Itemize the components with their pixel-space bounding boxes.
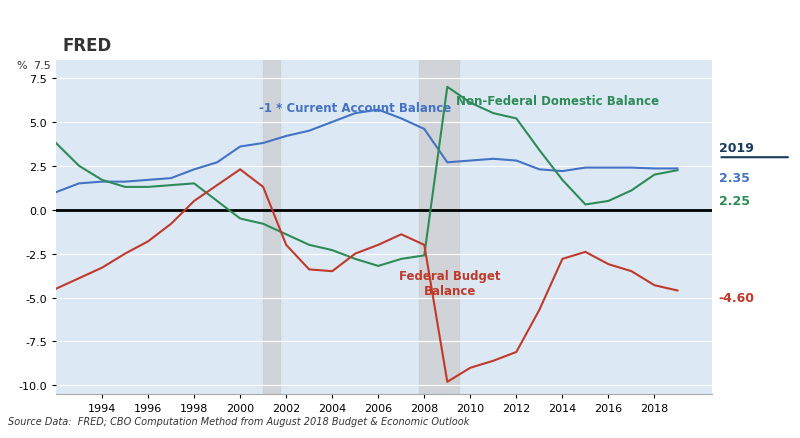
Text: Federal Budget
Balance: Federal Budget Balance [399, 269, 500, 297]
Text: %: % [17, 61, 27, 71]
Bar [418, 61, 459, 394]
Text: Non-Federal Domestic Balance: Non-Federal Domestic Balance [456, 95, 659, 108]
Text: 7.5: 7.5 [33, 61, 50, 71]
Text: Source Data:  FRED; CBO Computation Method from August 2018 Budget & Economic Ou: Source Data: FRED; CBO Computation Metho… [8, 416, 470, 426]
Text: -1 * Current Account Balance: -1 * Current Account Balance [259, 101, 452, 114]
Text: 2019: 2019 [718, 141, 754, 154]
Text: FRED: FRED [62, 37, 112, 55]
Text: 2.35: 2.35 [718, 171, 750, 184]
Bar [263, 61, 281, 394]
Text: 2.25: 2.25 [718, 194, 750, 208]
Text: -4.60: -4.60 [718, 291, 754, 304]
Text: U.S. Sectoral Balances % GDP 1992 – 2019 (CBO Method): U.S. Sectoral Balances % GDP 1992 – 2019… [99, 17, 701, 36]
